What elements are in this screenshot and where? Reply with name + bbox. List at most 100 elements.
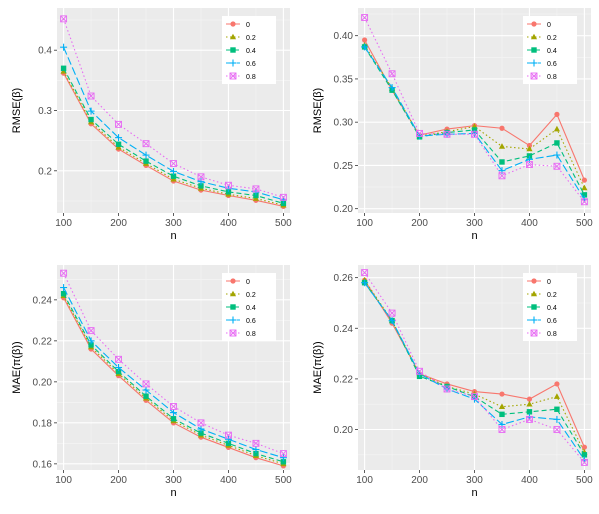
- data-point: [526, 145, 533, 152]
- data-point: [87, 92, 95, 100]
- legend-key-marker: [530, 329, 538, 337]
- x-tick-label: 300: [165, 218, 182, 229]
- data-point: [115, 355, 122, 363]
- data-point: [88, 116, 94, 123]
- data-point: [142, 386, 150, 394]
- data-point: [526, 396, 533, 402]
- series-line-0.8: [63, 272, 284, 455]
- data-point: [443, 385, 451, 393]
- x-tick-label: 500: [576, 218, 593, 229]
- data-point: [115, 134, 123, 142]
- data-point: [279, 193, 287, 201]
- data-point: [553, 426, 561, 433]
- y-tick-label: 0.30: [334, 118, 354, 129]
- y-tick-label: 0.22: [33, 336, 53, 347]
- y-tick-label: 0.18: [33, 418, 53, 429]
- legend-label: 0.4: [246, 48, 256, 55]
- data-point: [279, 450, 287, 458]
- data-point: [60, 291, 67, 297]
- legend-label: 0.2: [547, 35, 557, 42]
- legend-key-marker: [229, 33, 237, 40]
- data-point: [60, 284, 68, 292]
- y-tick-label: 0.20: [334, 204, 354, 215]
- legend-label: 0: [547, 22, 551, 29]
- x-tick-label: 400: [521, 218, 538, 229]
- legend-label: 0.6: [547, 61, 557, 68]
- data-point: [553, 415, 561, 423]
- legend-label: 0: [547, 279, 551, 286]
- x-tick-label: 300: [466, 475, 483, 486]
- data-point: [499, 391, 505, 397]
- y-tick-label: 0.20: [33, 377, 53, 388]
- y-tick-label: 0.4: [38, 46, 52, 57]
- legend-label: 0: [246, 22, 250, 29]
- data-point: [252, 439, 260, 447]
- data-point: [526, 415, 533, 423]
- legend-label: 0: [246, 279, 250, 286]
- x-tick-label: 500: [275, 475, 292, 486]
- data-point: [499, 159, 505, 165]
- y-tick-label: 0.40: [334, 31, 354, 42]
- x-tick-label: 200: [411, 475, 428, 486]
- data-point: [253, 192, 259, 199]
- data-point: [198, 183, 204, 189]
- y-tick-label: 0.35: [334, 74, 354, 85]
- legend-label: 0.8: [547, 331, 557, 338]
- data-point: [253, 450, 259, 457]
- data-point: [142, 140, 150, 148]
- series-line-0.8: [364, 17, 585, 203]
- data-point: [225, 181, 232, 189]
- y-tick-label: 0.16: [33, 459, 53, 470]
- x-axis-label: n: [471, 230, 477, 242]
- x-tick-label: 500: [275, 218, 292, 229]
- data-point: [443, 130, 451, 138]
- data-point: [88, 342, 94, 348]
- data-point: [60, 269, 68, 277]
- chart-panel-3: 100 200 300 400 5000.160.180.200.220.24nMAE(…: [11, 265, 292, 499]
- data-point: [60, 43, 68, 51]
- legend-label: 0.6: [246, 61, 256, 68]
- x-tick-label: 100: [356, 475, 373, 486]
- x-tick-label: 400: [521, 475, 538, 486]
- data-point: [224, 435, 232, 443]
- legend-label: 0.8: [547, 74, 557, 81]
- x-tick-label: 400: [220, 475, 237, 486]
- legend-key-marker: [530, 290, 538, 297]
- data-point: [361, 279, 369, 287]
- data-point: [580, 198, 588, 206]
- data-point: [197, 178, 205, 186]
- y-axis-label: MAE(π(β)): [11, 341, 23, 393]
- data-point: [499, 125, 505, 131]
- legend: 0 0.2 0.4 0.6 0.8: [222, 16, 276, 84]
- data-point: [197, 425, 205, 433]
- data-point: [498, 172, 506, 180]
- data-point: [498, 143, 506, 149]
- legend-label: 0.4: [246, 305, 256, 312]
- y-tick-label: 0.3: [38, 106, 52, 117]
- x-tick-label: 200: [110, 475, 127, 486]
- data-point: [388, 317, 396, 325]
- y-tick-label: 0.24: [334, 324, 354, 335]
- legend-key-marker: [531, 47, 537, 53]
- legend-label: 0.6: [246, 318, 256, 325]
- data-point: [553, 393, 561, 399]
- data-point: [526, 409, 533, 415]
- legend-label: 0.6: [547, 318, 557, 325]
- y-tick-label: 0.20: [334, 425, 354, 436]
- y-axis-label: MAE(π(β)): [312, 341, 324, 393]
- data-point: [225, 440, 232, 447]
- legend: 0 0.2 0.4 0.6 0.8: [523, 273, 577, 341]
- y-tick-label: 0.26: [334, 273, 354, 284]
- y-tick-label: 0.25: [334, 161, 354, 172]
- legend-label: 0.8: [246, 74, 256, 81]
- legend-key-marker: [530, 316, 538, 324]
- data-point: [581, 184, 588, 191]
- data-point: [581, 192, 588, 198]
- y-axis-label: RMSE(β): [11, 88, 23, 133]
- data-point: [115, 120, 122, 128]
- data-point: [197, 419, 205, 427]
- chart-panel-1: 100 200 300 400 5000.20.30.4nRMSE(β)00.20.40…: [11, 8, 292, 242]
- x-tick-label: 300: [466, 218, 483, 229]
- x-tick-label: 500: [576, 475, 593, 486]
- legend: 0 0.2 0.4 0.6 0.8: [523, 16, 577, 84]
